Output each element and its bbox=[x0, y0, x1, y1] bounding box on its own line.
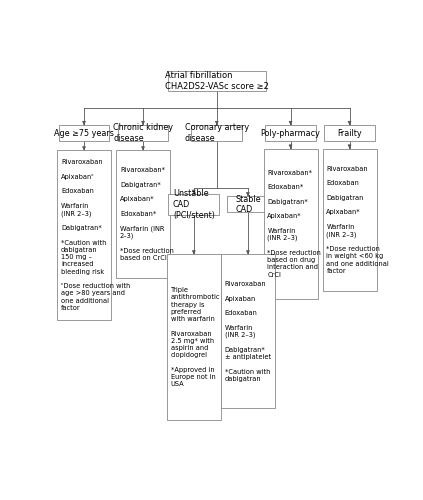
FancyBboxPatch shape bbox=[116, 150, 170, 278]
FancyBboxPatch shape bbox=[324, 125, 375, 141]
FancyBboxPatch shape bbox=[167, 254, 221, 420]
FancyBboxPatch shape bbox=[118, 125, 168, 141]
FancyBboxPatch shape bbox=[168, 71, 266, 91]
Text: Chronic kidney
disease: Chronic kidney disease bbox=[113, 124, 173, 143]
FancyBboxPatch shape bbox=[57, 150, 111, 320]
FancyBboxPatch shape bbox=[264, 148, 318, 298]
Text: Rivaroxaban

Apixaban

Edoxaban

Warfarin
(INR 2–3)

Dabigatran*
± antiplatelet
: Rivaroxaban Apixaban Edoxaban Warfarin (… bbox=[225, 281, 271, 382]
FancyBboxPatch shape bbox=[168, 194, 219, 215]
FancyBboxPatch shape bbox=[59, 125, 110, 141]
FancyBboxPatch shape bbox=[221, 254, 275, 408]
FancyBboxPatch shape bbox=[227, 196, 269, 212]
Text: Poly-pharmacy: Poly-pharmacy bbox=[261, 128, 321, 138]
FancyBboxPatch shape bbox=[322, 148, 376, 291]
Text: Triple
antithrombotic
therapy is
preferred
with warfarin

Rivaroxaban
2.5 mg* wi: Triple antithrombotic therapy is preferr… bbox=[171, 287, 220, 388]
Text: Rivaroxaban

Edoxaban

Dabigatran

Apixaban*

Warfarin
(INR 2–3)

*Dose reductio: Rivaroxaban Edoxaban Dabigatran Apixaban… bbox=[327, 166, 389, 274]
FancyBboxPatch shape bbox=[191, 125, 242, 141]
Text: Coronary artery
disease: Coronary artery disease bbox=[185, 124, 249, 143]
FancyBboxPatch shape bbox=[265, 125, 316, 141]
Text: Rivaroxaban*

Edoxaban*

Dabigatran*

Apixaban*

Warfarin
(INR 2–3)

*Dose reduc: Rivaroxaban* Edoxaban* Dabigatran* Apixa… bbox=[267, 170, 321, 278]
Text: Frailty: Frailty bbox=[337, 128, 362, 138]
Text: Unstable
CAD
(PCI/stent): Unstable CAD (PCI/stent) bbox=[173, 189, 215, 220]
Text: Age ≥75 years: Age ≥75 years bbox=[54, 128, 114, 138]
Text: Rivaroxaban*

Dabigatran*

Apixaban*

Edoxaban*

Warfarin (INR
2–3)

*Dose reduc: Rivaroxaban* Dabigatran* Apixaban* Edoxa… bbox=[120, 167, 174, 261]
Text: Atrial fibrillation
CHA2DS2-VASc score ≥2: Atrial fibrillation CHA2DS2-VASc score ≥… bbox=[165, 72, 269, 91]
Text: Stable
CAD: Stable CAD bbox=[235, 194, 261, 214]
Text: Rivaroxaban

Apixabanᶜ

Edoxaban

Warfarin
(INR 2–3)

Dabigatran*

*Caution with: Rivaroxaban Apixabanᶜ Edoxaban Warfarin … bbox=[61, 160, 130, 311]
